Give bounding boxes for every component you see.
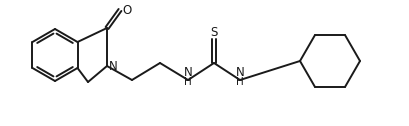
Text: N: N bbox=[109, 60, 117, 73]
Text: N: N bbox=[184, 67, 192, 80]
Text: S: S bbox=[210, 25, 218, 39]
Text: O: O bbox=[122, 5, 132, 18]
Text: H: H bbox=[184, 77, 192, 87]
Text: H: H bbox=[236, 77, 244, 87]
Text: N: N bbox=[236, 67, 244, 80]
